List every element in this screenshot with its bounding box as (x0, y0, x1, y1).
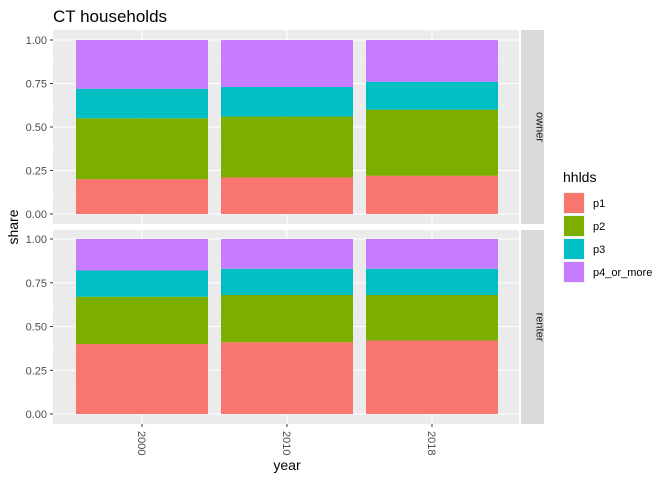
bar-renter-2000-p3 (76, 270, 208, 297)
x-tick-label: 2010 (280, 431, 292, 455)
bar-owner-2000-p4_or_more (76, 40, 208, 89)
facet-panels: 0.00 0.25 0.50 0.75 1.00 owner 0.00 0.25 0.50 0.7… (26, 30, 546, 424)
legend: hhlds p1 p2 p3 p4_or_more (563, 169, 652, 283)
bar-owner-2000-p2 (76, 118, 208, 180)
y-tick-label: 0.75 (26, 79, 47, 91)
legend-key-p4_or_more (564, 262, 584, 282)
bar-renter-2018-p2 (366, 295, 498, 341)
y-tick-label: 0.00 (26, 209, 47, 221)
x-tick-label: 2018 (425, 431, 437, 455)
y-tick-label: 0.50 (26, 122, 47, 134)
bar-owner-2018-p1 (366, 175, 498, 214)
bar-owner-2010-p3 (221, 86, 353, 117)
bar-renter-2018-p3 (366, 268, 498, 295)
facet-panel-renter: 0.00 0.25 0.50 0.75 1.00 renter (26, 230, 546, 424)
bar-owner-2000-p1 (76, 179, 208, 214)
legend-label-p1: p1 (593, 198, 605, 210)
x-axis: 2000 2010 2018 (135, 424, 437, 455)
bar-owner-2010-p1 (221, 177, 353, 214)
bar-renter-2000-p2 (76, 296, 208, 344)
bar-owner-2010-p4_or_more (221, 40, 353, 87)
bar-renter-2010-p4_or_more (221, 239, 353, 269)
bar-renter-2018-p4_or_more (366, 239, 498, 269)
y-tick-label: 1.00 (26, 35, 47, 47)
y-tick-label: 1.00 (26, 234, 47, 246)
y-tick-label: 0.50 (26, 322, 47, 334)
legend-title: hhlds (563, 169, 596, 185)
x-axis-title: year (273, 457, 301, 473)
y-tick-label: 0.00 (26, 409, 47, 421)
facet-strip (521, 230, 544, 424)
facet-panel-owner: 0.00 0.25 0.50 0.75 1.00 owner (26, 30, 546, 224)
y-tick-label: 0.25 (26, 166, 47, 178)
facet-strip-label: owner (534, 112, 546, 142)
chart-title: CT households (53, 7, 167, 26)
legend-label-p4_or_more: p4_or_more (593, 267, 652, 279)
y-tick-label: 0.75 (26, 278, 47, 290)
y-axis-title: share (5, 209, 21, 244)
bar-owner-2000-p3 (76, 88, 208, 119)
x-tick-label: 2000 (135, 431, 147, 455)
bar-owner-2018-p4_or_more (366, 40, 498, 82)
bar-renter-2018-p1 (366, 340, 498, 414)
bar-renter-2000-p1 (76, 344, 208, 414)
facet-strip (521, 30, 544, 224)
legend-key-p3 (564, 239, 584, 259)
bar-owner-2018-p2 (366, 109, 498, 176)
legend-key-p1 (564, 193, 584, 213)
bar-renter-2010-p3 (221, 268, 353, 295)
bar-owner-2010-p2 (221, 116, 353, 178)
facet-strip-label: renter (534, 313, 546, 342)
bar-owner-2018-p3 (366, 81, 498, 110)
bar-renter-2010-p2 (221, 295, 353, 343)
y-tick-label: 0.25 (26, 365, 47, 377)
bar-renter-2010-p1 (221, 342, 353, 414)
legend-label-p2: p2 (593, 221, 605, 233)
legend-label-p3: p3 (593, 244, 605, 256)
legend-key-p2 (564, 216, 584, 236)
bar-renter-2000-p4_or_more (76, 239, 208, 271)
